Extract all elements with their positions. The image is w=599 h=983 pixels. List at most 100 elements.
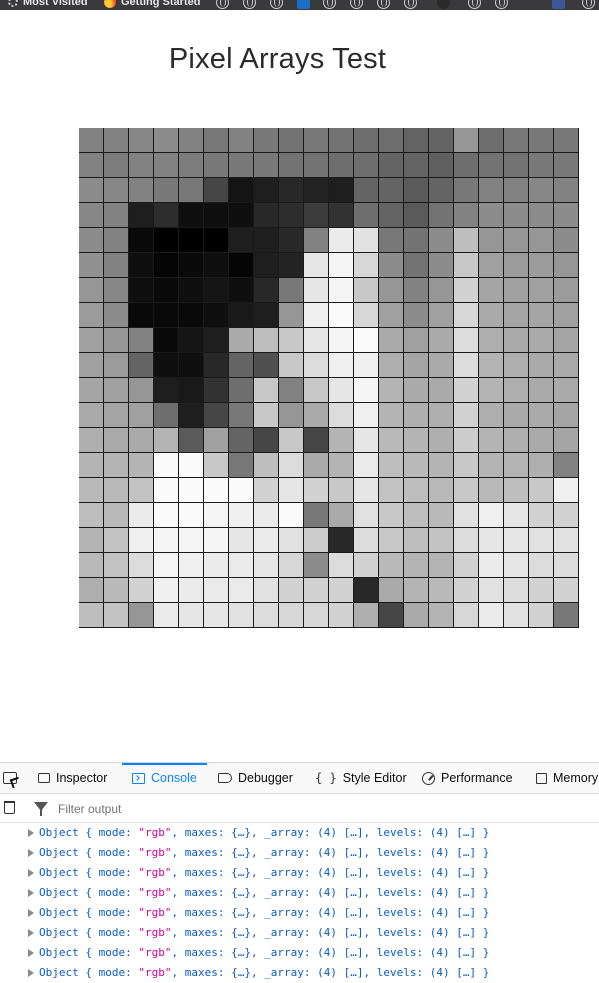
pixel-cell xyxy=(554,453,579,478)
globe-icon[interactable] xyxy=(468,0,481,9)
pixel-cell xyxy=(129,278,154,303)
expand-arrow-icon[interactable] xyxy=(28,909,34,917)
pixel-cell xyxy=(429,278,454,303)
expand-arrow-icon[interactable] xyxy=(28,949,34,957)
log-rest: , maxes: {…}, _array: (4) […], levels: (… xyxy=(171,906,490,919)
globe-icon[interactable] xyxy=(582,0,595,9)
pixel-cell xyxy=(529,178,554,203)
globe-icon[interactable] xyxy=(216,0,229,9)
globe-icon[interactable] xyxy=(495,0,508,9)
pixel-cell xyxy=(79,328,104,353)
globe-icon[interactable] xyxy=(350,0,363,9)
expand-arrow-icon[interactable] xyxy=(28,889,34,897)
pixel-cell xyxy=(179,378,204,403)
log-mode-value: "rgb" xyxy=(138,846,172,859)
pixel-cell xyxy=(104,553,129,578)
expand-arrow-icon[interactable] xyxy=(28,849,34,857)
console-log-entry[interactable]: Object { mode: "rgb", maxes: {…}, _array… xyxy=(0,823,599,843)
pixel-cell xyxy=(404,378,429,403)
pixel-cell xyxy=(204,553,229,578)
pixel-cell xyxy=(129,228,154,253)
pixel-cell xyxy=(404,178,429,203)
tab-inspector[interactable]: Inspector xyxy=(38,763,107,793)
pixel-cell xyxy=(354,228,379,253)
pixel-cell xyxy=(279,303,304,328)
globe-icon[interactable] xyxy=(270,0,283,9)
pixel-cell xyxy=(104,353,129,378)
globe-icon[interactable] xyxy=(404,0,417,9)
pixel-cell xyxy=(404,253,429,278)
expand-arrow-icon[interactable] xyxy=(28,829,34,837)
pixel-cell xyxy=(379,153,404,178)
console-log-entry[interactable]: Object { mode: "rgb", maxes: {…}, _array… xyxy=(0,903,599,923)
console-log-entry[interactable]: Object { mode: "rgb", maxes: {…}, _array… xyxy=(0,843,599,863)
pixel-cell xyxy=(179,503,204,528)
pixel-cell xyxy=(454,278,479,303)
globe-icon[interactable] xyxy=(323,0,336,9)
pixel-cell xyxy=(354,603,379,628)
pixel-cell xyxy=(154,153,179,178)
tab-style-editor[interactable]: { } Style Editor xyxy=(315,763,407,793)
bookmark-getting-started[interactable]: Getting Started xyxy=(104,0,200,10)
log-rest: , maxes: {…}, _array: (4) […], levels: (… xyxy=(171,966,490,979)
trash-icon[interactable] xyxy=(4,801,15,814)
tab-console[interactable]: Console xyxy=(122,763,207,793)
pixel-cell xyxy=(154,403,179,428)
pixel-cell xyxy=(329,353,354,378)
pixel-cell xyxy=(254,178,279,203)
pixel-cell xyxy=(329,153,354,178)
bookmark-most-visited[interactable]: Most Visited xyxy=(8,0,88,10)
pixel-cell xyxy=(179,353,204,378)
pixel-cell xyxy=(554,228,579,253)
pixel-cell xyxy=(179,203,204,228)
expand-arrow-icon[interactable] xyxy=(28,929,34,937)
pixel-cell xyxy=(404,578,429,603)
pixel-cell xyxy=(379,278,404,303)
pixel-cell xyxy=(229,453,254,478)
pixel-cell xyxy=(379,128,404,153)
log-object-text: Object { mode: "rgb", maxes: {…}, _array… xyxy=(39,823,489,843)
pixel-cell xyxy=(204,203,229,228)
console-log-entry[interactable]: Object { mode: "rgb", maxes: {…}, _array… xyxy=(0,883,599,903)
console-log-entry[interactable]: Object { mode: "rgb", maxes: {…}, _array… xyxy=(0,863,599,883)
globe-icon[interactable] xyxy=(377,0,390,9)
element-picker-icon[interactable] xyxy=(3,772,17,784)
pixel-cell xyxy=(504,128,529,153)
globe-icon[interactable] xyxy=(243,0,256,9)
facebook-icon[interactable] xyxy=(552,0,565,9)
pixel-cell xyxy=(279,428,304,453)
pixel-cell xyxy=(329,428,354,453)
pixel-cell xyxy=(304,528,329,553)
bookmarks-toolbar: Most Visited Getting Started xyxy=(0,0,599,10)
pixel-cell xyxy=(279,578,304,603)
pixel-cell xyxy=(479,178,504,203)
pixel-cell xyxy=(454,403,479,428)
pixel-cell xyxy=(304,153,329,178)
console-log-entry[interactable]: Object { mode: "rgb", maxes: {…}, _array… xyxy=(0,923,599,943)
expand-arrow-icon[interactable] xyxy=(28,969,34,977)
pixel-cell xyxy=(379,428,404,453)
pixel-cell xyxy=(179,128,204,153)
console-log-entry[interactable]: Object { mode: "rgb", maxes: {…}, _array… xyxy=(0,963,599,983)
github-icon[interactable] xyxy=(437,0,450,9)
pixel-cell xyxy=(354,328,379,353)
console-log-entry[interactable]: Object { mode: "rgb", maxes: {…}, _array… xyxy=(0,943,599,963)
tab-memory[interactable]: Memory xyxy=(536,763,598,793)
pixel-cell xyxy=(229,203,254,228)
pixel-cell xyxy=(254,328,279,353)
pixel-cell xyxy=(379,203,404,228)
pixel-cell xyxy=(279,153,304,178)
pixel-cell xyxy=(379,403,404,428)
pixel-cell xyxy=(79,178,104,203)
pixel-cell xyxy=(329,128,354,153)
tab-performance[interactable]: Performance xyxy=(422,763,513,793)
pixel-cell xyxy=(529,528,554,553)
pixel-cell xyxy=(329,328,354,353)
pixel-cell xyxy=(454,528,479,553)
style-editor-icon: { } xyxy=(315,771,337,785)
pixel-cell xyxy=(479,303,504,328)
expand-arrow-icon[interactable] xyxy=(28,869,34,877)
filter-input[interactable] xyxy=(56,799,460,819)
tab-debugger[interactable]: Debugger xyxy=(218,763,293,793)
outlook-icon[interactable] xyxy=(297,0,310,9)
